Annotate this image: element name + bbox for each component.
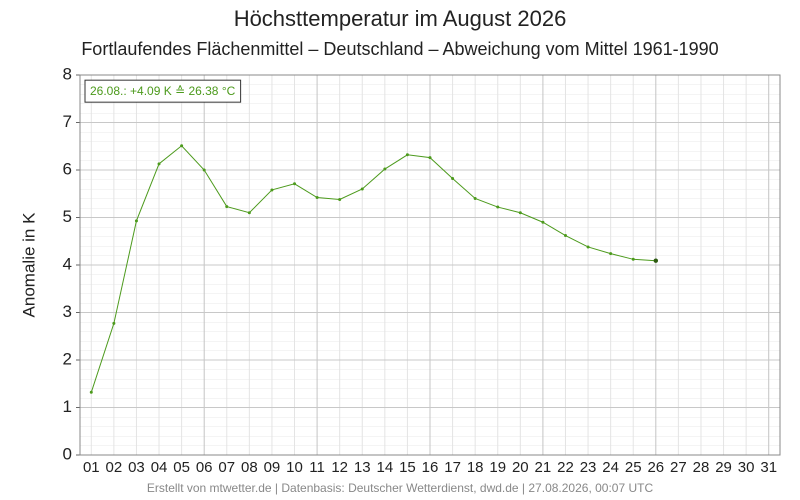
data-point [451, 177, 455, 181]
plot-frame [79, 74, 781, 456]
x-tick-label: 31 [760, 459, 777, 476]
data-point [315, 196, 319, 200]
data-point [653, 258, 659, 263]
x-tick-label: 25 [625, 459, 642, 476]
data-point [360, 187, 364, 191]
data-point [89, 390, 93, 394]
x-tick-label: 10 [286, 459, 303, 476]
data-line [90, 145, 656, 393]
footer: Erstellt von mtwetter.de | Datenbasis: D… [147, 481, 654, 495]
x-tick-label: 24 [602, 459, 619, 476]
x-tick-label: 16 [422, 459, 439, 476]
data-point [383, 167, 387, 171]
x-tick-label: 02 [106, 459, 123, 476]
data-point [202, 168, 206, 172]
data-point [631, 257, 635, 261]
y-axis-label: Anomalie in K [19, 212, 38, 318]
x-tick-label: 23 [580, 459, 597, 476]
x-tick-label: 08 [241, 459, 258, 476]
data-point [270, 188, 274, 192]
y-tick-label: 1 [63, 397, 72, 416]
data-point [473, 197, 477, 200]
annotation-box [84, 79, 242, 103]
data-point [112, 321, 116, 325]
y-tick-label: 4 [63, 254, 72, 273]
x-tick-label: 21 [535, 459, 552, 476]
chart-subtitle: Fortlaufendes Flächenmittel – Deutschlan… [81, 39, 718, 59]
x-tick-label: 11 [309, 459, 325, 476]
x-tick-label: 28 [693, 459, 710, 476]
data-point [518, 211, 522, 215]
data-point [563, 234, 567, 238]
y-tick-label: 5 [63, 207, 72, 226]
x-tick-label: 05 [173, 459, 190, 476]
data-point [157, 162, 161, 166]
x-tick-label: 12 [331, 459, 348, 476]
x-tick-label: 09 [264, 459, 281, 476]
x-tick-label: 14 [376, 459, 393, 476]
data-point [338, 197, 342, 201]
x-tick-label: 17 [444, 459, 461, 476]
data-point [405, 153, 409, 157]
y-tick-label: 6 [63, 159, 72, 178]
x-tick-label: 29 [715, 459, 732, 476]
x-tick-label: 15 [399, 459, 416, 476]
data-point [293, 182, 297, 186]
data-point [225, 205, 229, 209]
data-point [428, 156, 432, 160]
x-tick-label: 20 [512, 459, 529, 476]
x-tick-label: 03 [128, 459, 145, 476]
data-point [586, 245, 590, 249]
y-tick-label: 8 [63, 64, 72, 83]
x-tick-label: 13 [354, 459, 371, 476]
x-tick-label: 04 [151, 459, 168, 476]
data-point [609, 252, 613, 256]
data-point [496, 205, 500, 209]
x-tick-label: 07 [218, 459, 235, 476]
chart-title: Höchsttemperatur im August 2026 [234, 6, 567, 31]
data-point [134, 219, 138, 223]
y-tick-label: 2 [63, 349, 72, 368]
data-point [541, 220, 545, 224]
annotation: 26.08.: +4.09 K ≙ 26.38 °C [90, 84, 236, 98]
data-point [247, 211, 251, 215]
y-tick-label: 0 [63, 444, 72, 463]
x-tick-label: 19 [489, 459, 506, 476]
x-tick-label: 26 [647, 459, 664, 476]
y-tick-label: 7 [63, 112, 72, 131]
x-tick-label: 18 [467, 459, 484, 476]
x-tick-label: 06 [196, 459, 213, 476]
x-tick-label: 22 [557, 459, 574, 476]
x-tick-label: 01 [83, 459, 100, 476]
y-tick-label: 3 [63, 302, 72, 321]
x-tick-label: 30 [738, 459, 755, 476]
x-tick-label: 27 [670, 459, 687, 476]
data-point [180, 144, 184, 148]
